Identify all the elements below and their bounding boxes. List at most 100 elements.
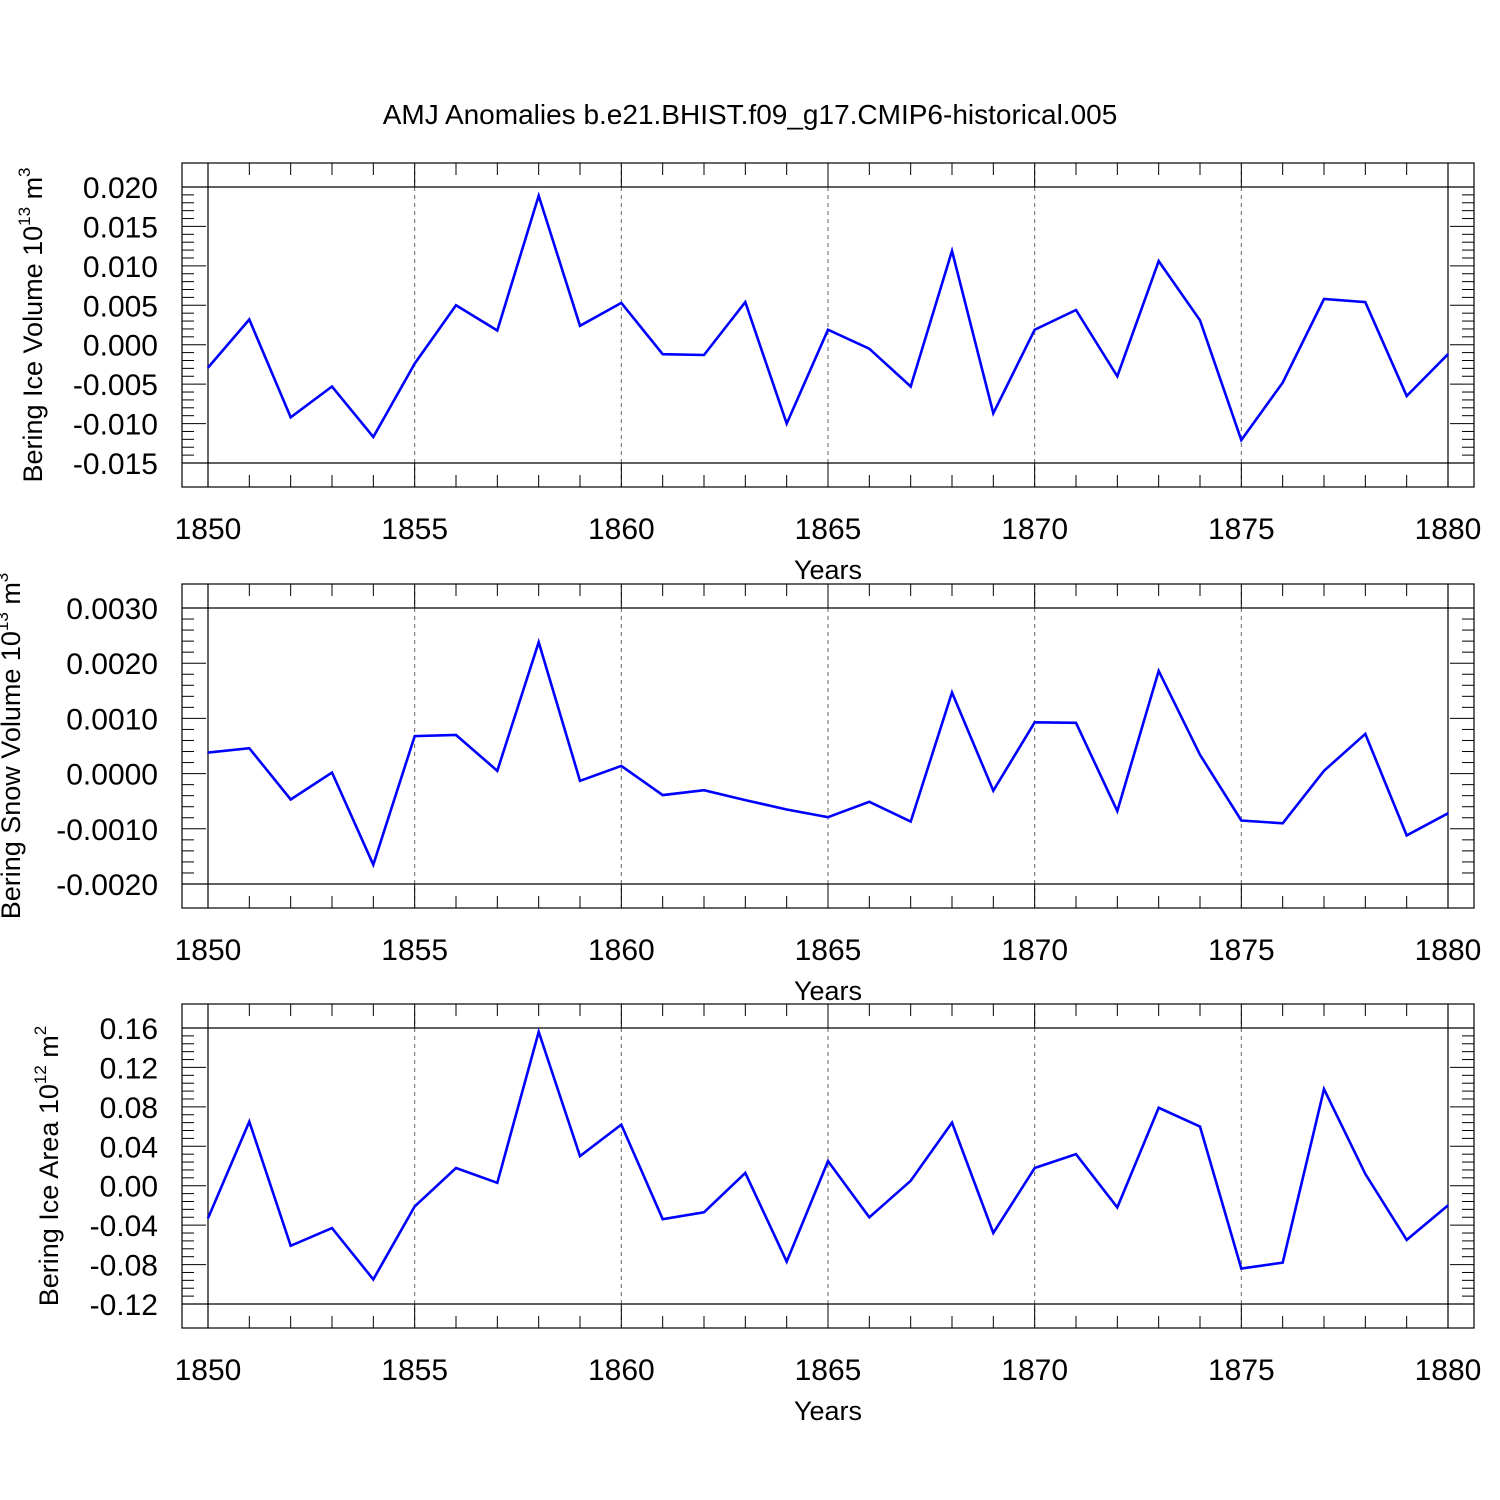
snow-volume-ytick-label: 0.0020 <box>66 648 158 681</box>
snow-volume-data-point <box>951 691 953 694</box>
snow-volume-data-point <box>455 734 457 736</box>
snow-volume-ytick-label: 0.0000 <box>66 759 158 792</box>
snow-volume-data-point <box>1199 754 1201 756</box>
ice-area-data-point <box>1447 1204 1449 1207</box>
ice-area-data-point <box>1364 1173 1367 1175</box>
ice-volume-ylabel-part: m <box>18 177 48 207</box>
ice-area-data-point <box>1199 1125 1201 1128</box>
ice-volume-ytick-label: 0.000 <box>83 330 158 363</box>
ice-volume-ylabel-superscript: 3 <box>15 167 34 176</box>
ice-volume-data-point <box>992 412 995 415</box>
snow-volume-xtick-label: 1860 <box>588 934 655 967</box>
ice-area-data-point <box>1116 1206 1119 1209</box>
snow-volume-data-point <box>413 735 416 737</box>
ice-volume-ytick-label: 0.005 <box>83 290 158 323</box>
snow-volume-data-point <box>1405 834 1408 837</box>
ice-area-ytick-label: 0.00 <box>100 1171 158 1204</box>
ice-area-ylabel-superscript: 2 <box>31 1026 50 1035</box>
ice-volume-data-point <box>1199 319 1201 322</box>
ice-area-ytick-label: 0.16 <box>100 1013 158 1046</box>
ice-area-data-point <box>413 1205 416 1208</box>
ice-volume-data-point <box>1157 260 1160 262</box>
snow-volume-data-point <box>703 789 705 791</box>
ice-area-data-point <box>1157 1107 1160 1109</box>
ice-volume-ytick-label: 0.020 <box>83 172 158 205</box>
panel-ice-area: -0.12 -0.08 -0.04 0.00 0.04 0.08 0.12 0.16 1850 1… <box>31 1003 1481 1426</box>
ice-area-data-point <box>496 1181 499 1184</box>
ice-area-ytick-label: -0.04 <box>90 1210 158 1243</box>
snow-volume-data-point <box>1240 819 1243 822</box>
ice-volume-ylabel-superscript: 13 <box>15 207 34 226</box>
panel-snow-volume: -0.0020 -0.0010 0.0000 0.0010 0.0020 0.0030 18… <box>0 573 1481 1006</box>
chart-title: AMJ Anomalies b.e21.BHIST.f09_g17.CMIP6-… <box>383 99 1118 130</box>
snow-volume-data-point <box>496 770 499 772</box>
panel-ice-volume: -0.015 -0.010 -0.005 0.000 0.005 0.010 0.015 0.… <box>15 162 1481 585</box>
ice-area-xtick-label: 1855 <box>381 1354 448 1387</box>
ice-volume-data-point <box>785 422 788 425</box>
snow-volume-xtick-label: 1880 <box>1415 934 1482 967</box>
snow-volume-xtick-label: 1865 <box>795 934 862 967</box>
ice-volume-ytick-label: 0.015 <box>83 211 158 244</box>
ice-volume-data-point <box>1033 328 1036 331</box>
ice-volume-ylabel-part: Bering Ice Volume 10 <box>18 226 48 483</box>
ice-volume-ytick-label: 0.010 <box>83 251 158 284</box>
ice-volume-data-point <box>207 366 209 369</box>
snow-volume-data-point <box>827 816 829 819</box>
ice-volume-ytick-label: -0.010 <box>73 409 158 442</box>
ice-area-data-point <box>1075 1153 1077 1155</box>
snow-volume-ytick-label: -0.0020 <box>56 869 158 902</box>
ice-volume-ytick-label: -0.015 <box>73 448 158 481</box>
snow-volume-data-point <box>1281 822 1284 825</box>
ice-area-data-point <box>207 1217 209 1220</box>
ice-volume-data-point <box>331 385 333 388</box>
ice-volume-data-point <box>1240 439 1243 441</box>
ice-area-data-point <box>455 1167 457 1169</box>
snow-volume-xtick-label: 1875 <box>1208 934 1275 967</box>
ice-volume-data-point <box>248 318 251 321</box>
ice-area-xlabel: Years <box>794 1396 862 1426</box>
ice-area-xtick-label: 1850 <box>175 1354 242 1387</box>
ice-volume-data-point <box>951 250 953 252</box>
ice-area-data-point <box>661 1218 664 1221</box>
ice-area-data-point <box>909 1179 912 1182</box>
snow-volume-xtick-label: 1850 <box>175 934 242 967</box>
snow-volume-data-point <box>1447 812 1449 815</box>
ice-volume-data-point <box>372 436 375 438</box>
snow-volume-data-point <box>744 799 747 801</box>
ice-volume-xtick-label: 1855 <box>381 513 448 546</box>
ice-area-data-point <box>620 1123 623 1126</box>
snow-volume-data-point <box>1075 722 1077 724</box>
ice-volume-data-point <box>909 385 912 388</box>
ice-area-ylabel-superscript: 12 <box>31 1065 50 1084</box>
ice-area-ylabel-part: Bering Ice Area 10 <box>34 1084 64 1306</box>
snow-volume-data-point <box>1033 721 1036 724</box>
snow-volume-ylabel-part: Bering Snow Volume 10 <box>0 631 26 919</box>
ice-volume-xlabel: Years <box>794 555 862 585</box>
snow-volume-xlabel: Years <box>794 976 862 1006</box>
ice-area-xtick-label: 1870 <box>1001 1354 1068 1387</box>
snow-volume-ylabel-superscript: 13 <box>0 612 12 631</box>
ice-area-xtick-label: 1865 <box>795 1354 862 1387</box>
ice-volume-xtick-label: 1860 <box>588 513 655 546</box>
ice-volume-data-point <box>1447 353 1449 355</box>
ice-volume-xtick-label: 1875 <box>1208 513 1275 546</box>
ice-area-data-point <box>744 1172 747 1174</box>
snow-volume-ylabel-part: m <box>0 582 26 612</box>
snow-volume-data-point <box>248 747 251 750</box>
ice-volume-data-point <box>289 416 292 419</box>
snow-volume-xtick-label: 1855 <box>381 934 448 967</box>
ice-area-data-point <box>1281 1261 1284 1264</box>
snow-volume-ytick-label: 0.0010 <box>66 703 158 736</box>
snow-volume-data-point <box>207 751 209 754</box>
ice-volume-data-point <box>620 302 623 304</box>
ice-area-data-point <box>372 1278 375 1281</box>
ice-volume-data-point <box>1405 395 1408 397</box>
ice-volume-xtick-label: 1850 <box>175 513 242 546</box>
ice-volume-data-point <box>455 304 457 307</box>
ice-volume-data-point <box>496 329 499 332</box>
snow-volume-data-point <box>785 808 788 811</box>
snow-volume-data-point <box>1157 670 1160 672</box>
snow-volume-data-point <box>992 789 995 792</box>
ice-area-data-point <box>868 1216 871 1219</box>
